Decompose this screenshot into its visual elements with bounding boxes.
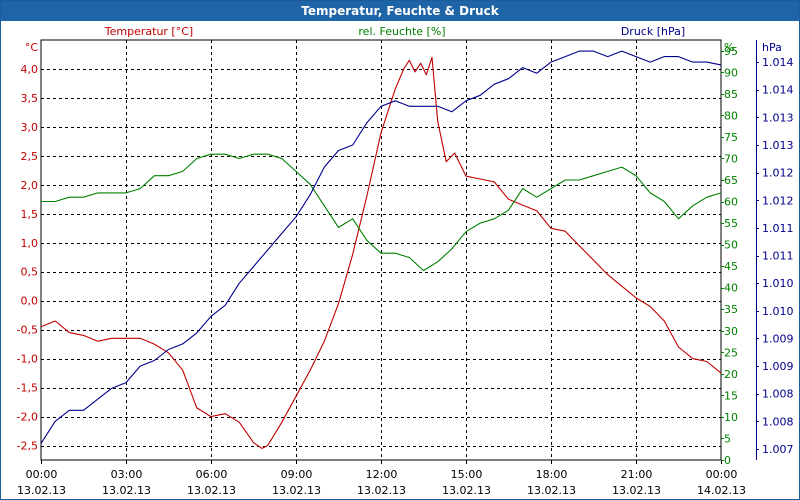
humidity-axis-unit: % (724, 41, 734, 54)
chart-title: Temperatur, Feuchte & Druck (1, 1, 799, 21)
pressure-axis-label: Druck [hPa] (621, 25, 685, 38)
humidity-tick-label: 25 (724, 346, 738, 359)
pressure-tick-label: 1.008 (762, 388, 794, 401)
pressure-tick-label: 1.014 (762, 56, 794, 69)
temperature-tick-label: 3,0 (21, 121, 39, 134)
pressure-tick-label: 1.007 (762, 443, 794, 456)
humidity-tick-label: 0 (724, 454, 731, 467)
x-tick-date: 13.02.13 (442, 484, 491, 497)
humidity-tick-label: 70 (724, 152, 738, 165)
pressure-tick-label: 1.009 (762, 360, 794, 373)
temperature-tick-label: -2,5 (17, 440, 38, 453)
humidity-axis-label: rel. Feuchte [%] (358, 25, 445, 38)
x-tick-time: 09:00 (281, 468, 313, 481)
temperature-tick-label: -0,5 (17, 324, 38, 337)
pressure-tick-label: 1.013 (762, 139, 794, 152)
temperature-tick-label: 0,5 (21, 266, 39, 279)
series-group (40, 50, 722, 449)
humidity-tick-label: 50 (724, 239, 738, 252)
pressure-tick-label: 1.009 (762, 332, 794, 345)
x-tick-date: 14.02.13 (697, 484, 746, 497)
x-tick-time: 15:00 (451, 468, 483, 481)
humidity-line (41, 153, 722, 272)
humidity-tick-label: 40 (724, 282, 738, 295)
humidity-tick-label: 90 (724, 66, 738, 79)
pressure-tick-label: 1.014 (762, 84, 794, 97)
x-tick-date: 13.02.13 (17, 484, 66, 497)
temperature-tick-label: -2,0 (17, 411, 38, 424)
humidity-tick-label: 15 (724, 389, 738, 402)
humidity-tick-label: 80 (724, 109, 738, 122)
x-tick-date: 13.02.13 (527, 484, 576, 497)
temperature-tick-label: 4,0 (21, 63, 39, 76)
temperature-tick-label: 2,5 (21, 150, 39, 163)
temperature-axis-unit: °C (25, 41, 39, 54)
x-tick-time: 00:00 (706, 468, 738, 481)
x-tick-time: 12:00 (366, 468, 398, 481)
axis-labels: 00:00 13.02.13 03:00 13.02.13 06:00 13.02.13 0… (17, 25, 794, 497)
humidity-tick-label: 45 (724, 260, 738, 273)
x-tick-date: 13.02.13 (102, 484, 151, 497)
x-tick-time: 00:00 (26, 468, 58, 481)
humidity-tick-label: 75 (724, 131, 738, 144)
pressure-axis-unit: hPa (762, 41, 782, 54)
pressure-tick-label: 1.012 (762, 194, 794, 207)
x-tick-date: 13.02.13 (357, 484, 406, 497)
temperature-tick-label: 2,0 (21, 179, 39, 192)
temperature-tick-label: 0,0 (21, 295, 39, 308)
humidity-tick-label: 60 (724, 196, 738, 209)
humidity-tick-label: 30 (724, 325, 738, 338)
pressure-line (40, 50, 722, 444)
pressure-tick-label: 1.011 (762, 250, 794, 263)
humidity-tick-label: 65 (724, 174, 738, 187)
x-tick-time: 18:00 (536, 468, 568, 481)
temperature-tick-label: -1,5 (17, 382, 38, 395)
humidity-tick-label: 35 (724, 303, 738, 316)
pressure-tick-label: 1.011 (762, 222, 794, 235)
temperature-tick-label: 1,0 (21, 237, 39, 250)
pressure-tick-label: 1.010 (762, 277, 794, 290)
pressure-tick-label: 1.012 (762, 167, 794, 180)
x-tick-date: 13.02.13 (187, 484, 236, 497)
humidity-tick-label: 55 (724, 217, 738, 230)
humidity-tick-label: 10 (724, 411, 738, 424)
x-tick-date: 13.02.13 (612, 484, 661, 497)
temperature-tick-label: 1,5 (21, 208, 39, 221)
x-tick-date: 13.02.13 (272, 484, 321, 497)
temperature-tick-label: 3,5 (21, 92, 39, 105)
pressure-tick-label: 1.013 (762, 111, 794, 124)
humidity-tick-label: 85 (724, 88, 738, 101)
temperature-line (40, 56, 722, 449)
x-tick-time: 03:00 (111, 468, 143, 481)
humidity-tick-label: 95 (724, 45, 738, 58)
pressure-tick-label: 1.008 (762, 415, 794, 428)
x-tick-time: 06:00 (196, 468, 228, 481)
humidity-tick-label: 20 (724, 368, 738, 381)
temperature-tick-label: -1,0 (17, 353, 38, 366)
humidity-tick-label: 5 (724, 432, 731, 445)
temperature-axis-label: Temperatur [°C] (104, 25, 193, 38)
pressure-tick-label: 1.010 (762, 305, 794, 318)
x-tick-time: 21:00 (621, 468, 653, 481)
grid-lines (41, 40, 759, 464)
